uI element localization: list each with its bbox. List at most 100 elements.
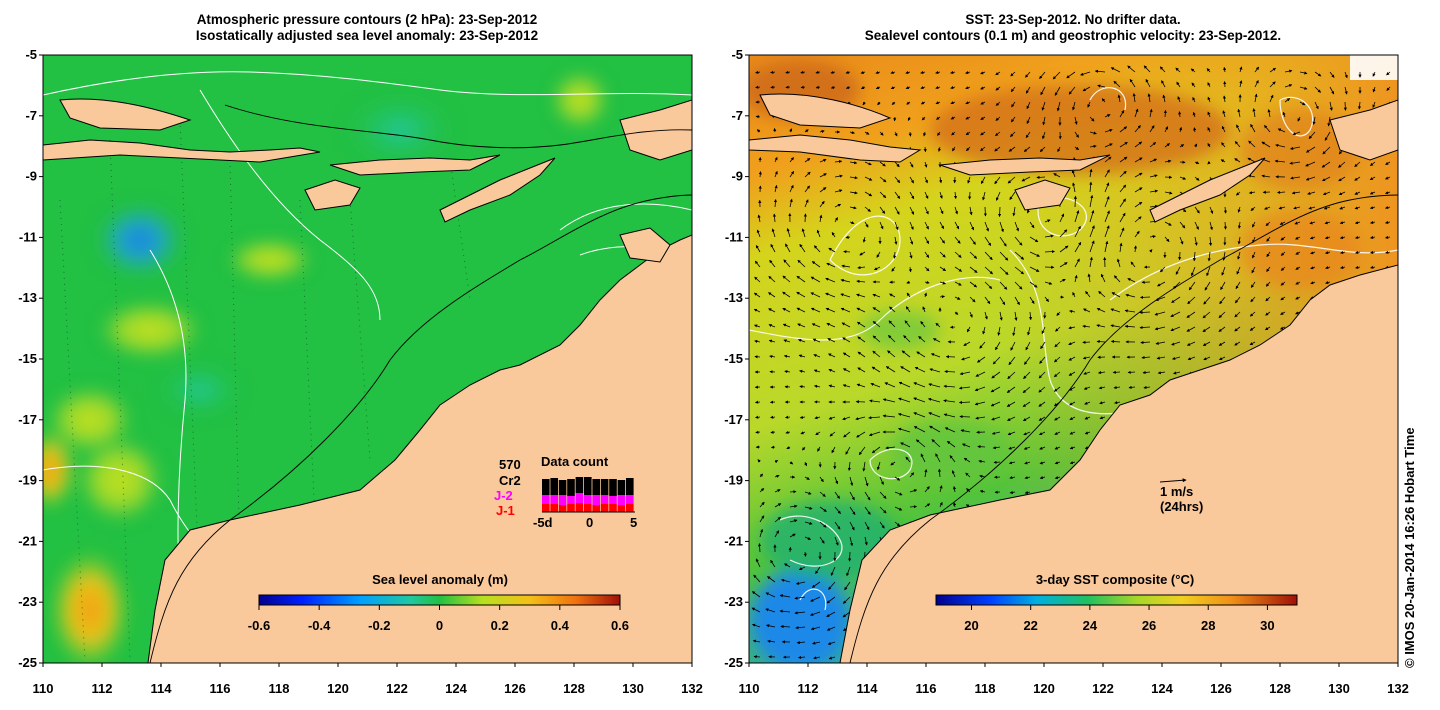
right-colorbar-ramp	[935, 594, 1298, 606]
data-count-bar	[617, 495, 626, 505]
velocity-arrow	[935, 85, 941, 90]
velocity-arrow	[754, 276, 761, 283]
velocity-arrow	[789, 170, 795, 178]
velocity-arrow	[954, 236, 961, 244]
velocity-arrow	[772, 213, 777, 223]
velocity-arrow	[754, 400, 761, 404]
velocity-arrow	[1134, 125, 1141, 133]
velocity-arrow	[784, 370, 791, 374]
x-tick-label: 132	[681, 681, 703, 696]
y-tick-label: -19	[724, 473, 743, 488]
velocity-arrow	[939, 191, 943, 199]
velocity-arrow	[1149, 249, 1153, 253]
velocity-arrow	[783, 259, 791, 268]
velocity-arrow	[1295, 236, 1301, 240]
velocity-arrow	[1089, 225, 1095, 238]
velocity-arrow	[1186, 311, 1196, 318]
velocity-arrow	[819, 129, 825, 134]
velocity-arrow	[1237, 236, 1241, 245]
velocity-arrow	[1295, 266, 1301, 270]
velocity-arrow	[1354, 250, 1361, 254]
velocity-arrow	[1110, 67, 1121, 73]
velocity-arrow	[1222, 110, 1226, 118]
velocity-arrow	[857, 265, 866, 270]
sumba-island	[304, 179, 361, 211]
velocity-arrow	[1338, 161, 1346, 168]
velocity-arrow	[1236, 124, 1241, 133]
y-tick-label: -17	[18, 412, 37, 427]
velocity-arrow	[999, 251, 1009, 261]
velocity-arrow	[939, 176, 943, 184]
velocity-arrow	[1068, 86, 1076, 95]
velocity-arrow	[1010, 116, 1016, 123]
velocity-arrow	[1119, 198, 1126, 208]
velocity-arrow	[1071, 169, 1076, 178]
velocity-arrow	[1354, 161, 1361, 168]
velocity-arrow	[969, 296, 976, 303]
velocity-arrow	[1113, 275, 1121, 283]
x-tick-label: 116	[916, 681, 937, 696]
data-count-bar	[575, 503, 584, 512]
velocity-arrow	[1384, 235, 1391, 239]
y-tick-label: -13	[724, 290, 743, 305]
velocity-arrow	[1089, 209, 1095, 223]
velocity-arrow	[939, 266, 947, 272]
velocity-arrow	[879, 161, 886, 167]
velocity-arrow	[965, 101, 971, 105]
y-tick-label: -15	[724, 351, 743, 366]
x-tick-label: 120	[327, 681, 349, 696]
velocity-arrow	[969, 311, 973, 318]
velocity-arrow	[798, 354, 806, 358]
velocity-arrow	[951, 131, 956, 136]
sst-map	[749, 55, 1398, 663]
velocity-arrow	[1008, 356, 1016, 366]
velocity-arrow	[1111, 292, 1121, 298]
velocity-arrow	[1369, 250, 1376, 254]
velocity-arrow	[954, 266, 963, 272]
velocity-arrow	[1129, 78, 1136, 88]
velocity-arrow	[1124, 309, 1136, 313]
velocity-arrow	[976, 356, 986, 363]
velocity-arrow	[1223, 66, 1227, 73]
velocity-arrow	[754, 339, 761, 344]
velocity-arrow	[1072, 182, 1076, 193]
velocity-arrow	[845, 70, 851, 74]
velocity-arrow	[1014, 251, 1025, 260]
velocity-arrow	[1171, 341, 1181, 346]
timor-island	[439, 157, 556, 223]
velocity-arrow	[1178, 111, 1182, 118]
velocity-arrow	[1385, 250, 1391, 254]
velocity-arrow	[1219, 296, 1226, 305]
velocity-arrow	[879, 206, 886, 214]
velocity-arrow	[819, 173, 827, 178]
y-tick-label: -9	[731, 169, 743, 184]
velocity-arrow	[785, 70, 791, 74]
velocity-arrow	[1156, 356, 1166, 360]
velocity-arrow	[1147, 93, 1151, 103]
velocity-arrow	[935, 101, 941, 105]
right-title-line1: SST: 23-Sep-2012. No drifter data.	[965, 12, 1181, 27]
velocity-arrow	[1041, 326, 1046, 335]
velocity-arrow	[1194, 176, 1200, 181]
velocity-arrow	[907, 116, 911, 121]
left-colorbar: Sea level anomaly (m) -0.6 -0.4 -0.2 0 0.2 0.…	[248, 572, 629, 633]
x-tick-label: 128	[563, 681, 585, 696]
velocity-arrow	[1044, 249, 1056, 254]
velocity-arrow	[1041, 101, 1046, 111]
anomaly-field	[43, 70, 610, 663]
new-guinea-south	[619, 99, 692, 161]
x-tick-label: 118	[975, 681, 996, 696]
velocity-arrow	[770, 85, 776, 89]
velocity-arrow	[871, 366, 881, 373]
data-count-inset: Data count 570 Cr2 J-2 J-1 -5d 0 5	[494, 454, 637, 530]
velocity-arrow	[755, 115, 761, 119]
velocity-arrow	[1119, 126, 1128, 133]
velocity-arrow	[890, 70, 896, 74]
velocity-arrow	[904, 320, 911, 328]
velocity-arrow	[755, 70, 761, 74]
velocity-arrow	[1029, 266, 1040, 272]
velocity-arrow	[891, 266, 896, 272]
left-panel-title: Atmospheric pressure contours (2 hPa): 2…	[40, 12, 694, 44]
velocity-arrow	[980, 116, 986, 120]
y-tick-label: -17	[724, 412, 743, 427]
